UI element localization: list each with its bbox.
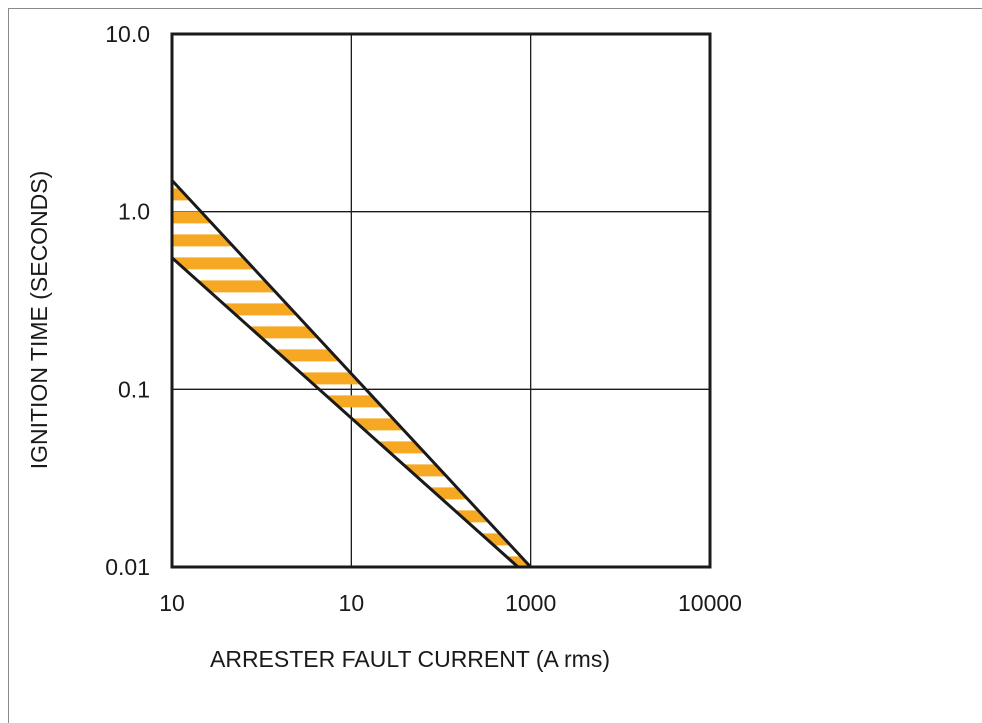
band-stripe-0	[172, 188, 531, 201]
band-stripe-8	[172, 372, 531, 385]
x-tick-labels: 10 10 1000 10000	[159, 590, 742, 616]
y-tick-label-3: 0.01	[105, 554, 150, 580]
x-tick-label-3: 10000	[678, 590, 742, 616]
band-stripe-1	[172, 211, 531, 224]
band-stripe-14	[172, 510, 531, 523]
band-stripe-9	[172, 395, 531, 408]
grid-lines	[172, 34, 710, 567]
y-axis-label: IGNITION TIME (SECONDS)	[26, 171, 52, 470]
ignition-band-stripes	[172, 188, 531, 568]
band-stripe-2	[172, 234, 531, 247]
band-stripe-4	[172, 280, 531, 293]
band-stripe-7	[172, 349, 531, 362]
x-tick-label-2: 1000	[505, 590, 556, 616]
x-tick-label-0: 10	[159, 590, 185, 616]
ignition-band-edges	[170, 179, 532, 569]
band-stripe-10	[172, 418, 531, 431]
x-tick-label-1: 10	[339, 590, 365, 616]
y-tick-label-0: 10.0	[105, 21, 150, 47]
band-upper-boundary	[170, 179, 532, 569]
plot-border	[170, 32, 712, 569]
x-axis-label: ARRESTER FAULT CURRENT (A rms)	[210, 646, 610, 672]
y-tick-label-2: 0.1	[118, 376, 150, 402]
y-tick-label-1: 1.0	[118, 199, 150, 225]
y-tick-labels: 10.0 1.0 0.1 0.01	[105, 21, 150, 580]
band-stripe-11	[172, 441, 531, 454]
band-stripe-5	[172, 303, 531, 316]
band-stripe-15	[172, 533, 531, 546]
band-lower-boundary	[171, 256, 520, 569]
figure-frame	[8, 8, 982, 723]
